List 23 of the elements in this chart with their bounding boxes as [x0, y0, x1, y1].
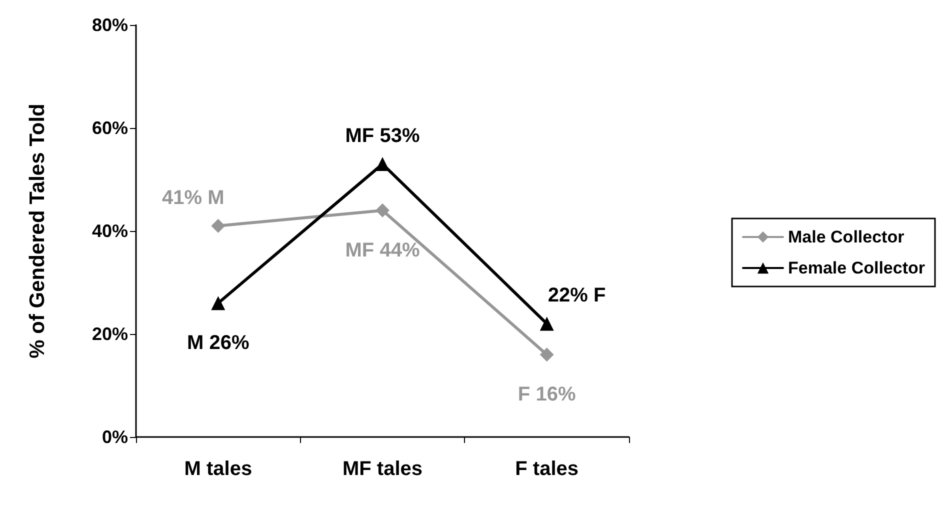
y-axis-title: % of Gendered Tales Told [26, 104, 49, 358]
x-tick-label: F tales [515, 458, 579, 480]
y-tick-label: 20% [92, 324, 128, 344]
x-tick-label: M tales [184, 458, 252, 480]
y-tick-label: 40% [92, 221, 128, 241]
y-tick-label: 0% [102, 427, 128, 447]
y-tick-label: 80% [92, 15, 128, 35]
legend-label: Male Collector [788, 228, 905, 246]
data-label: MF 44% [345, 239, 420, 262]
data-label: M 26% [187, 332, 250, 354]
point [211, 296, 226, 310]
data-label: MF 53% [345, 125, 420, 148]
y-tick-label: 60% [92, 118, 128, 138]
point [211, 218, 226, 233]
legend-label: Female Collector [788, 258, 926, 278]
data-label: 41% M [162, 186, 224, 209]
point [376, 157, 390, 172]
x-tick-label: MF tales [342, 458, 423, 480]
point [540, 316, 554, 331]
data-label: 22% F [548, 284, 606, 307]
point [376, 203, 390, 218]
data-label: F 16% [518, 384, 576, 406]
point [540, 348, 554, 362]
